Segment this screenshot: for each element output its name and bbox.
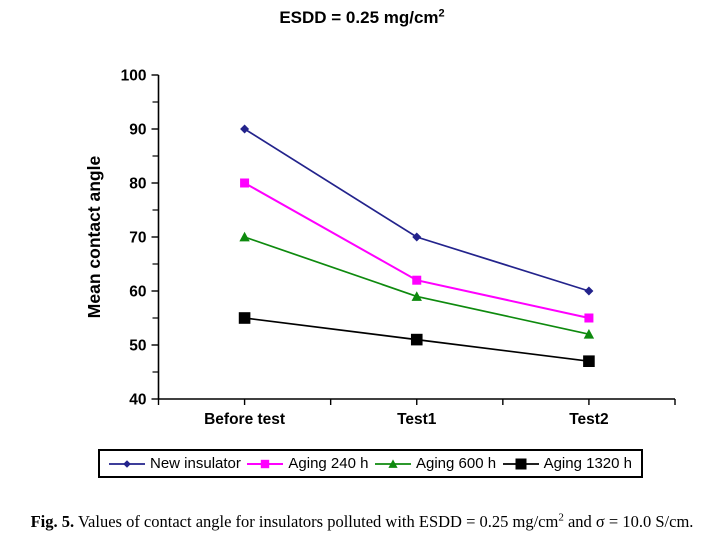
figure-caption-text: Values of contact angle for insulators p… (74, 512, 559, 531)
marker-diamond (240, 124, 250, 134)
marker-square (240, 178, 250, 188)
x-category-label: Before test (204, 411, 285, 428)
series-aging-240-h (240, 178, 594, 323)
figure-caption-text-end: and σ = 10.0 S/cm. (563, 512, 694, 531)
legend-label: Aging 600 h (415, 455, 497, 472)
legend-swatch (247, 459, 284, 468)
marker-triangle (388, 458, 398, 468)
figure-caption-label: Fig. 5. (30, 512, 75, 531)
series-line (244, 236, 590, 336)
marker-diamond (123, 459, 131, 468)
marker-square-large (410, 333, 423, 346)
chart-title-superscript: 2 (438, 7, 445, 20)
y-tick-label: 50 (129, 338, 146, 355)
legend-label: Aging 240 h (288, 455, 369, 472)
legend-label: Aging 1320 h (543, 455, 632, 472)
y-tick-label: 90 (129, 122, 146, 139)
y-tick-label: 40 (129, 392, 146, 409)
legend-item: Aging 240 h (247, 455, 368, 472)
marker-square (261, 459, 270, 468)
marker-diamond (412, 232, 422, 242)
y-tick-label: 70 (129, 230, 146, 247)
chart-plot: 40 50 60 70 80 90 100 Before test Test1 Test2 Mean… (84, 68, 676, 428)
series-aging-600-h (239, 231, 595, 339)
marker-square-large (238, 312, 251, 324)
chart-title-text: ESDD = 0.25 mg/cm (279, 8, 439, 27)
legend-swatch (374, 458, 411, 468)
legend-item: Aging 1320 h (502, 455, 632, 472)
legend-swatch (502, 458, 539, 469)
marker-triangle (583, 329, 595, 339)
marker-square-large (583, 355, 595, 367)
marker-triangle (411, 291, 422, 301)
figure-caption: Fig. 5. Values of contact angle for insu… (6, 512, 718, 532)
legend-label: New insulator (150, 455, 241, 472)
series-line (244, 128, 590, 292)
marker-triangle (239, 231, 250, 242)
legend-item: New insulator (109, 455, 241, 472)
y-axis-title: Mean contact angle (84, 156, 104, 319)
marker-square (584, 313, 594, 323)
marker-square (412, 275, 422, 285)
marker-square-large (515, 458, 527, 469)
figure-caption-superscript: 2 (558, 511, 564, 524)
x-category-label: Test1 (397, 411, 437, 428)
chart-title: ESDD = 0.25 mg/cm2 (0, 8, 724, 28)
legend-item: Aging 600 h (374, 455, 497, 472)
series-new-insulator (240, 124, 594, 296)
series-aging-1320-h (238, 312, 595, 367)
y-tick-label: 60 (129, 284, 146, 301)
y-tick-label: 100 (121, 68, 147, 85)
legend-swatch (109, 459, 145, 468)
marker-diamond (584, 286, 594, 296)
y-tick-label: 80 (129, 176, 146, 193)
legend: New insulator Aging 240 h Aging 600 h Aging… (98, 449, 643, 478)
x-category-label: Test2 (569, 411, 608, 428)
